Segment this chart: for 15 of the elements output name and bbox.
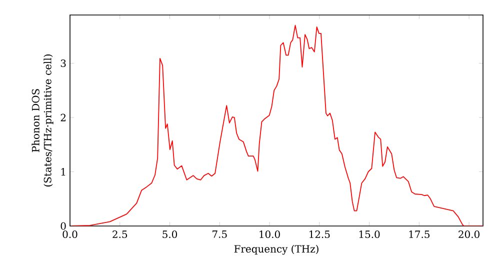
x-tick-label: 12.5 — [310, 230, 330, 238]
x-tick-label: 0.0 — [62, 230, 78, 238]
y-tick-label: 1 — [61, 168, 66, 176]
x-tick-label: 2.5 — [112, 230, 128, 238]
x-axis-title: Frequency (THz) — [234, 244, 318, 255]
y-tick-label: 0 — [60, 222, 66, 230]
y-axis-title: Phonon DOS (States/THz·primitive cell) — [32, 54, 54, 186]
x-tick-label: 7.5 — [212, 230, 227, 238]
x-tick-label: 5.0 — [162, 230, 178, 238]
y-tick-label: 2 — [60, 114, 66, 122]
y-tick-label: 3 — [60, 59, 66, 68]
x-tick-label: 15.0 — [359, 230, 380, 238]
x-tick-label: 10.0 — [260, 230, 280, 238]
x-tick-label: 20.0 — [458, 230, 480, 238]
x-tick-label: 17.5 — [409, 230, 430, 238]
